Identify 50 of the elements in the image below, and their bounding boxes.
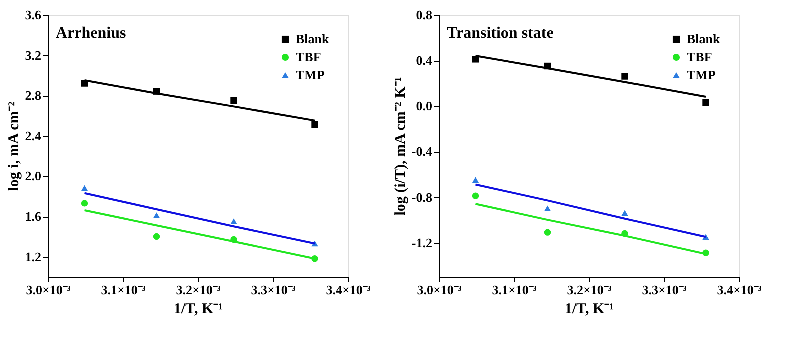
point (312, 121, 318, 128)
x-tick-label: 3.4×10⁻³ (326, 282, 371, 298)
point (230, 218, 238, 224)
y-tick-label: 3.2 (25, 48, 42, 63)
y-tick-label: -1.2 (412, 235, 432, 250)
y-tick-label: 0.8 (416, 8, 433, 22)
point (622, 73, 628, 80)
point (153, 233, 160, 240)
legend-label: TMP (296, 68, 325, 82)
x-tick-label: 3.3×10⁻³ (642, 282, 687, 298)
text: Transition state (447, 25, 554, 42)
x-tick-label: 3.3×10⁻³ (251, 282, 296, 298)
point (544, 229, 552, 236)
x-tick-label: 3.0×10⁻³ (26, 282, 71, 298)
point (472, 192, 480, 200)
y-tick-label: 1.2 (25, 249, 42, 264)
point (81, 185, 88, 192)
point (702, 99, 710, 106)
text: Arrhenius (56, 25, 126, 42)
legend-label: TBF (687, 50, 712, 64)
legend-label: Blank (296, 32, 330, 46)
y-tick-label: 2.8 (25, 88, 42, 104)
y-axis-title: log i, mA cm⁻² (6, 101, 22, 192)
y-tick-label: 3.6 (25, 8, 42, 22)
y-tick-label: 0.4 (416, 53, 433, 68)
x-tick-label: 3.4×10⁻³ (717, 282, 762, 298)
point (622, 210, 628, 216)
point (153, 212, 160, 218)
point (472, 177, 480, 184)
x-axis-title: 1/T, K⁻¹ (174, 302, 224, 318)
y-tick-label: 0.0 (416, 98, 432, 114)
legend-label: Blank (687, 32, 722, 46)
point (544, 206, 552, 212)
point (472, 56, 480, 63)
point (230, 97, 238, 104)
y-axis-title: log (i/T), mA cm⁻² K⁻¹ (392, 77, 409, 216)
x-tick-label: 3.1×10⁻³ (101, 282, 146, 298)
x-tick-label: 3.2×10⁻³ (176, 282, 221, 298)
y-tick-label: 2.0 (25, 168, 42, 184)
y-tick-label: 1.6 (25, 209, 42, 224)
point (81, 200, 88, 207)
y-tick-label: -0.4 (412, 144, 433, 160)
y-tick-label: 2.4 (25, 128, 42, 144)
legend-label: TMP (687, 68, 716, 82)
x-tick-label: 3.1×10⁻³ (492, 282, 537, 298)
legend-label: TBF (296, 50, 322, 64)
x-tick-label: 3.0×10⁻³ (417, 282, 462, 298)
x-tick-label: 3.2×10⁻³ (567, 282, 612, 298)
y-tick-label: -0.8 (412, 190, 433, 205)
x-axis-title: 1/T, K⁻¹ (564, 302, 614, 318)
